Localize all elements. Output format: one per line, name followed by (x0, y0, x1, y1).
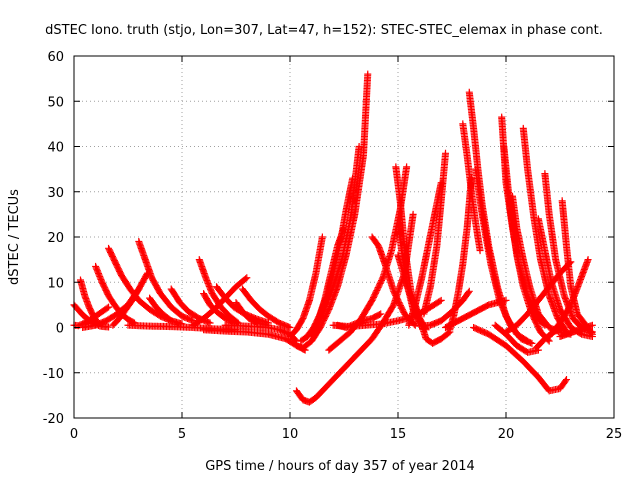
data-series (200, 326, 309, 354)
grid (74, 56, 614, 418)
data-series (189, 274, 251, 329)
data-point-marker (557, 324, 565, 332)
y-tick-label: -20 (43, 412, 64, 427)
data-series (303, 174, 357, 341)
data-series (109, 285, 143, 329)
data-point (588, 330, 596, 338)
y-tick-label: 40 (47, 141, 64, 156)
data-series (238, 285, 294, 331)
data-point-marker (445, 329, 453, 337)
data-point (567, 258, 575, 266)
data-point (442, 149, 450, 157)
chart-title: dSTEC Iono. truth (stjo, Lon=307, Lat=47… (45, 23, 603, 38)
data-series (368, 233, 419, 329)
y-tick-label: 20 (47, 231, 64, 246)
data-point-marker (375, 311, 383, 319)
data-series (442, 296, 510, 331)
data-series (308, 224, 348, 338)
y-axis-label: dSTEC / TECUs (7, 189, 22, 285)
data-point-marker (562, 377, 570, 385)
data-point (558, 324, 566, 331)
data-point (105, 323, 113, 331)
data-point (135, 285, 143, 293)
data-point-marker (134, 286, 142, 294)
data-point (364, 70, 372, 78)
data-point-marker (587, 329, 595, 337)
data-point (286, 324, 294, 331)
data-series (135, 238, 197, 325)
data-series (532, 324, 566, 352)
data-point-marker (103, 304, 111, 312)
y-tick-label: 50 (47, 95, 64, 110)
x-tick-label: 25 (606, 427, 623, 442)
data-point (403, 163, 411, 171)
y-tick-label: -10 (43, 367, 64, 382)
x-tick-label: 20 (498, 427, 515, 442)
data-point (411, 321, 419, 329)
data-point (105, 303, 113, 311)
data-series (472, 165, 536, 347)
data-series (292, 369, 344, 406)
data-point (243, 274, 251, 282)
data-point (355, 143, 363, 150)
data-points (70, 70, 596, 406)
data-series (286, 233, 326, 341)
data-point-marker (464, 289, 472, 297)
data-series (470, 324, 570, 395)
data-series (459, 120, 484, 255)
x-axis-label: GPS time / hours of day 357 of year 2014 (205, 459, 475, 474)
data-series (200, 290, 240, 327)
data-point (584, 256, 592, 264)
data-point (528, 339, 536, 347)
data-point-marker (436, 297, 444, 305)
data-point (409, 210, 417, 218)
data-point (318, 233, 326, 241)
data-point (377, 310, 385, 318)
data-series (556, 321, 596, 341)
data-point-marker (566, 259, 574, 267)
data-point (437, 296, 445, 304)
data-point (340, 224, 348, 232)
y-tick-label: 0 (56, 322, 64, 337)
x-tick-label: 5 (178, 427, 186, 442)
data-series (500, 143, 553, 345)
data-series (502, 258, 575, 336)
data-point (562, 376, 570, 384)
x-tick-label: 0 (70, 427, 78, 442)
x-tick-label: 10 (282, 427, 299, 442)
data-point-marker (242, 275, 250, 283)
data-point (465, 287, 473, 295)
data-series (508, 192, 575, 338)
x-tick-label: 15 (390, 427, 407, 442)
data-point (349, 174, 357, 182)
data-point (588, 321, 596, 329)
axis-ticks: 0 5 10 15 20 25 -20 -10 0 10 20 30 40 50 60 (43, 50, 623, 442)
y-tick-label: 10 (47, 276, 64, 291)
y-tick-label: 30 (47, 186, 64, 201)
data-series (420, 149, 450, 318)
data-point (476, 247, 484, 255)
y-tick-label: 60 (47, 50, 64, 65)
